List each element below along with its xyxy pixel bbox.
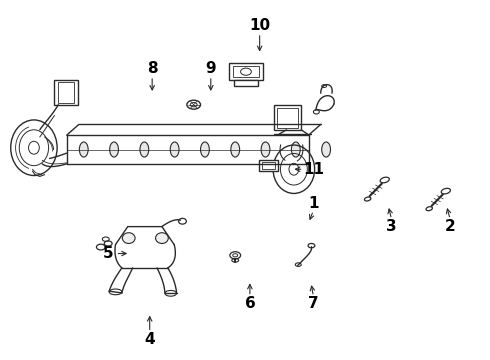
Bar <box>54 80 78 105</box>
Ellipse shape <box>122 233 135 243</box>
Ellipse shape <box>170 142 179 157</box>
Text: 1: 1 <box>308 196 318 211</box>
Bar <box>234 80 258 86</box>
Bar <box>259 160 278 171</box>
Bar <box>277 108 298 128</box>
Bar <box>233 66 259 77</box>
Text: 2: 2 <box>445 219 456 234</box>
Ellipse shape <box>231 142 240 157</box>
Ellipse shape <box>140 142 149 157</box>
Text: 9: 9 <box>205 61 216 76</box>
Text: 6: 6 <box>245 296 255 311</box>
Bar <box>58 82 74 103</box>
Bar <box>229 63 263 80</box>
Text: 8: 8 <box>147 61 157 76</box>
Bar <box>274 105 301 130</box>
Ellipse shape <box>292 142 300 157</box>
Text: 11: 11 <box>303 162 324 177</box>
Text: 7: 7 <box>308 296 318 311</box>
Ellipse shape <box>110 142 119 157</box>
Text: 5: 5 <box>103 246 114 261</box>
Ellipse shape <box>156 233 168 243</box>
Ellipse shape <box>261 142 270 157</box>
Text: 3: 3 <box>386 219 397 234</box>
Text: 4: 4 <box>145 332 155 347</box>
Ellipse shape <box>200 142 209 157</box>
Ellipse shape <box>79 142 88 157</box>
Bar <box>262 162 275 168</box>
Text: 10: 10 <box>249 18 270 33</box>
Ellipse shape <box>322 142 331 157</box>
